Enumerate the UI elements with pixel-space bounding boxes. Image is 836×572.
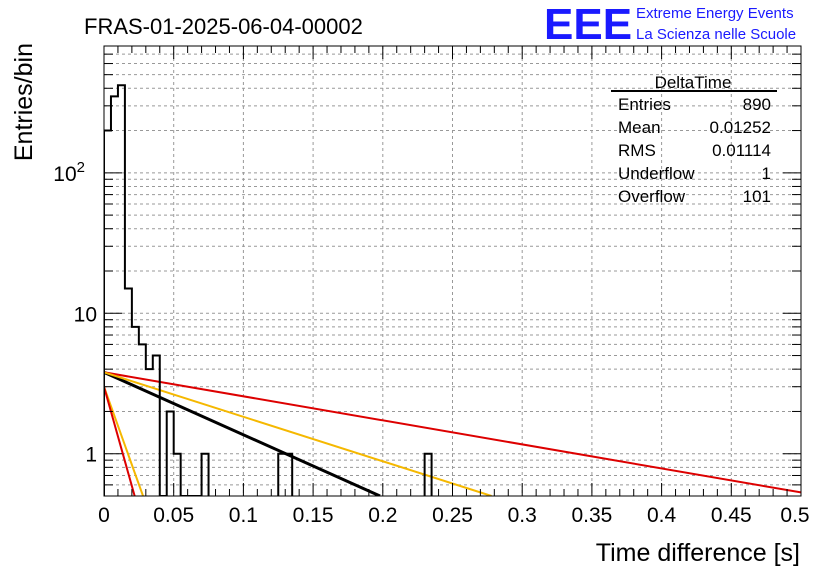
y-tick-label: 10 xyxy=(74,303,97,326)
logo-line-2: La Scienza nelle Scuole xyxy=(636,26,796,43)
x-axis-label: Time difference [s] xyxy=(596,539,800,567)
histogram-series xyxy=(104,84,433,496)
fit-line xyxy=(104,386,144,496)
x-tick-label: 0.5 xyxy=(780,504,809,527)
stats-title: DeltaTime xyxy=(655,73,732,92)
stats-box: DeltaTime Entries 890 Mean 0.01252 RMS 0… xyxy=(611,73,777,206)
stats-label-overflow: Overflow xyxy=(618,187,686,206)
fit-line xyxy=(104,370,381,496)
stats-label-mean: Mean xyxy=(618,118,661,137)
fit-line xyxy=(104,386,136,496)
x-tick-label: 0.25 xyxy=(432,504,473,527)
x-tick-label: 0.1 xyxy=(229,504,258,527)
y-tick-labels: 1 10 102 xyxy=(53,159,97,467)
x-tick-label: 0.05 xyxy=(153,504,194,527)
y-tick-label: 1 xyxy=(85,444,97,467)
stats-label-rms: RMS xyxy=(618,141,656,160)
x-tick-label: 0.15 xyxy=(293,504,334,527)
x-tick-label: 0.2 xyxy=(368,504,397,527)
stats-label-underflow: Underflow xyxy=(618,164,695,183)
fit-lines xyxy=(104,370,801,496)
stats-label-entries: Entries xyxy=(618,95,671,114)
eee-logo: EEE xyxy=(544,0,632,49)
stats-value-mean: 0.01252 xyxy=(710,118,771,137)
y-axis-label: Entries/bin xyxy=(10,43,38,161)
fit-line xyxy=(104,371,801,494)
stats-value-overflow: 101 xyxy=(743,187,771,206)
fit-line xyxy=(104,371,492,496)
x-tick-label: 0 xyxy=(98,504,110,527)
x-tick-label: 0.35 xyxy=(571,504,612,527)
x-tick-labels: 0 0.05 0.1 0.15 0.2 0.25 0.3 0.35 0.4 0.45 0.5 xyxy=(98,504,809,527)
stats-value-entries: 890 xyxy=(743,95,771,114)
x-tick-label: 0.4 xyxy=(647,504,677,527)
stats-value-underflow: 1 xyxy=(762,164,771,183)
histogram-outline xyxy=(104,84,433,496)
x-tick-label: 0.45 xyxy=(711,504,752,527)
y-tick-label: 102 xyxy=(53,159,85,186)
logo-line-1: Extreme Energy Events xyxy=(636,5,794,22)
axis-ticks xyxy=(103,45,802,497)
run-title: FRAS-01-2025-06-04-00002 xyxy=(84,14,363,39)
stats-value-rms: 0.01114 xyxy=(712,141,771,160)
x-tick-label: 0.3 xyxy=(508,504,537,527)
